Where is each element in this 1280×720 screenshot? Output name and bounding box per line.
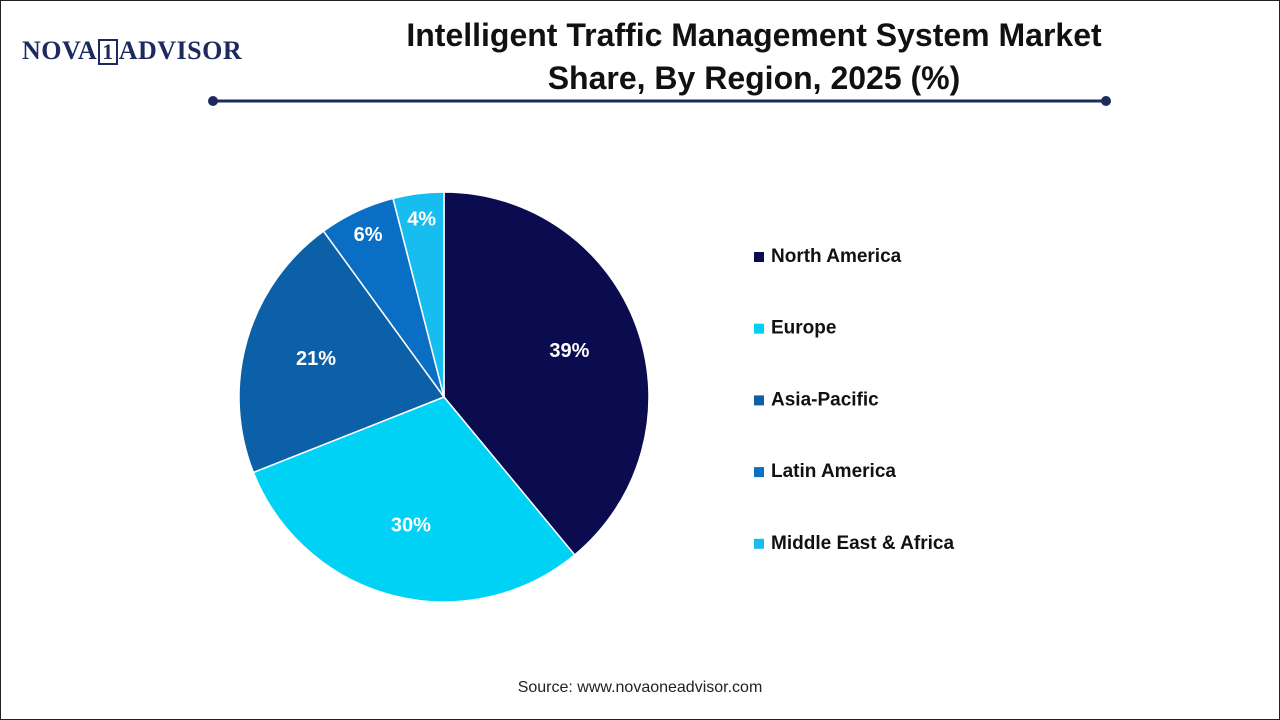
data-label: 30%: [391, 514, 431, 536]
data-label: 21%: [296, 348, 336, 370]
legend-swatch: [754, 538, 764, 549]
logo: NOVA 1 ADVISOR: [22, 36, 242, 66]
legend-swatch: [754, 323, 764, 334]
legend-swatch: [754, 252, 764, 262]
legend-label: Asia-Pacific: [771, 389, 879, 410]
chart-title: Intelligent Traffic Management System Ma…: [406, 17, 1102, 96]
legend-label: Latin America: [771, 461, 896, 482]
logo-text: NOVA: [22, 36, 98, 65]
source: Source: www.novaoneadvisor.com: [517, 679, 763, 696]
pie-slice: [392, 191, 445, 398]
data-label: 39%: [549, 340, 589, 362]
pie-slice: [238, 230, 446, 474]
legend-label: Middle East & Africa: [771, 533, 954, 554]
pie-slice: [443, 191, 650, 557]
logo-text: 1: [98, 39, 118, 65]
legend-label: Europe: [771, 318, 836, 339]
legend-swatch: [754, 395, 764, 406]
logo-text: ADVISOR: [118, 36, 243, 65]
pie-slice: [252, 396, 576, 603]
rule-dot: [1101, 96, 1111, 106]
data-label: 4%: [407, 208, 436, 230]
legend-label: North America: [771, 246, 902, 267]
rule-dot: [208, 96, 218, 106]
legend-swatch: [754, 467, 764, 478]
data-label: 6%: [354, 224, 383, 246]
